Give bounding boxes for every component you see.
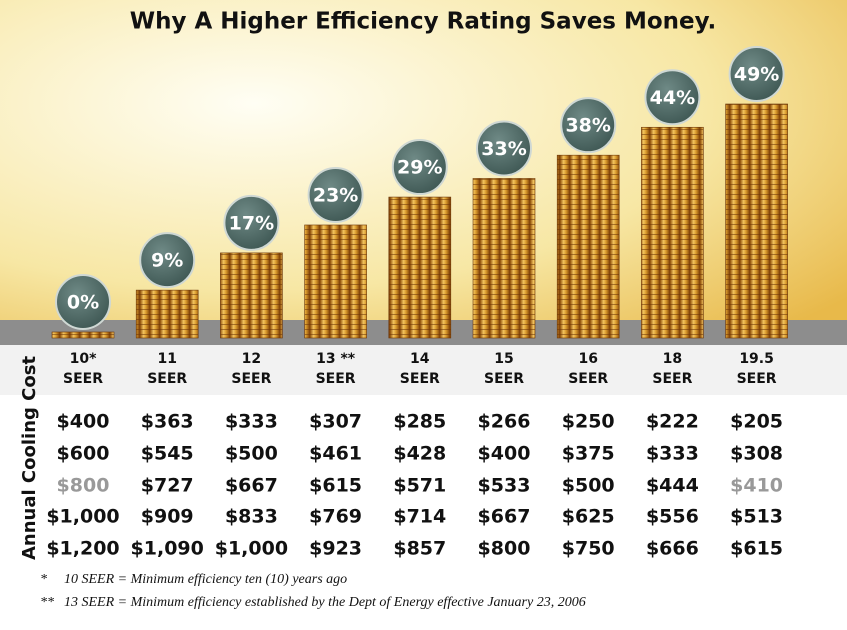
x-tick-label: 18 [663, 351, 682, 367]
table-cell: $857 [393, 538, 446, 560]
percent-badge [728, 46, 785, 102]
table-cell: $363 [141, 411, 194, 433]
table-cell: $500 [562, 475, 615, 497]
table-cell: $333 [225, 411, 278, 433]
coin-stack [556, 154, 620, 339]
percent-badge [307, 166, 364, 223]
coin-stack [220, 252, 283, 339]
table-cell: $667 [478, 506, 531, 528]
table-cell: $285 [393, 411, 446, 433]
table-cell: $800 [57, 475, 110, 497]
table-cell: $556 [646, 506, 699, 528]
x-tick-label: 19.5 [739, 351, 774, 367]
percent-badge [139, 232, 196, 289]
table-cell: $1,200 [46, 538, 119, 560]
coin-stack [51, 331, 115, 339]
table-cell: $615 [309, 475, 362, 497]
table-cell: $205 [730, 411, 783, 433]
x-tick-label: 14 [410, 351, 430, 367]
table-cell: $625 [562, 506, 615, 528]
value-label: 38% [565, 115, 610, 137]
table-cell: $461 [309, 443, 362, 465]
table-cell: $800 [478, 538, 531, 560]
table-cell: $500 [225, 443, 278, 465]
x-tick-label: 13 ** [316, 351, 356, 367]
coin-stack [641, 126, 704, 339]
table-cell: $600 [57, 443, 110, 465]
table-cell: $769 [309, 506, 362, 528]
table-cell: $444 [646, 475, 699, 497]
x-tick-unit: SEER [568, 371, 608, 387]
header-band [0, 345, 847, 395]
table-cell: $666 [646, 538, 699, 560]
coin-stack [135, 289, 199, 339]
value-label: 49% [734, 64, 779, 86]
table-cell: $750 [562, 538, 615, 560]
table-cell: $727 [141, 475, 194, 497]
value-label: 44% [650, 87, 695, 109]
table-cell: $308 [730, 443, 783, 465]
percent-badge [476, 120, 532, 177]
table-cell: $307 [309, 411, 362, 433]
footnote-text: 13 SEER = Minimum efficiency established… [64, 595, 586, 610]
chart-title: Why A Higher Efficiency Rating Saves Mon… [130, 9, 717, 35]
value-label: 23% [313, 184, 358, 206]
table-cell: $923 [309, 538, 362, 560]
x-tick-unit: SEER [400, 371, 440, 387]
table-cell: $333 [646, 443, 699, 465]
table-cell: $1,090 [131, 538, 204, 560]
x-tick-label: 12 [242, 351, 261, 367]
x-tick-unit: SEER [231, 371, 271, 387]
x-tick-label: 16 [578, 351, 597, 367]
x-tick-label: 15 [494, 351, 513, 367]
table-cell: $400 [57, 411, 110, 433]
table-cell: $1,000 [215, 538, 288, 560]
table-cell: $400 [478, 443, 531, 465]
coin-stack [472, 178, 536, 339]
coin-stack [725, 103, 788, 339]
table-cell: $545 [141, 443, 194, 465]
footnote-mark: ** [40, 595, 54, 610]
table-cell: $1,000 [46, 506, 119, 528]
x-tick-unit: SEER [63, 371, 103, 387]
table-cell: $714 [393, 506, 446, 528]
coin-stack [304, 224, 367, 339]
percent-badge [223, 194, 280, 251]
percent-badge [55, 274, 111, 330]
table-cell: $513 [730, 506, 783, 528]
value-label: 33% [481, 138, 526, 160]
footnote-text: 10 SEER = Minimum efficiency ten (10) ye… [64, 572, 347, 587]
value-label: 29% [397, 157, 442, 179]
footnote-mark: * [40, 572, 47, 587]
x-tick-unit: SEER [316, 371, 356, 387]
x-tick-unit: SEER [652, 371, 692, 387]
percent-badge [644, 69, 701, 126]
table-cell: $410 [730, 475, 783, 497]
x-tick-unit: SEER [484, 371, 524, 387]
value-label: 17% [229, 212, 274, 234]
table-cell: $428 [393, 443, 446, 465]
x-tick-label: 11 [157, 351, 176, 367]
value-label: 9% [151, 250, 183, 272]
table-cell: $222 [646, 411, 699, 433]
table-cell: $533 [478, 475, 531, 497]
percent-badge [391, 139, 448, 196]
row-header: Annual Cooling Cost [19, 356, 40, 560]
table-cell: $667 [225, 475, 278, 497]
percent-badge [560, 97, 617, 154]
table-cell: $266 [478, 411, 531, 433]
coin-stack [388, 196, 452, 339]
table-cell: $250 [562, 411, 615, 433]
table-cell: $375 [562, 443, 615, 465]
table-cell: $615 [730, 538, 783, 560]
value-label: 0% [67, 292, 99, 314]
x-tick-unit: SEER [737, 371, 777, 387]
table-cell: $833 [225, 506, 278, 528]
x-tick-unit: SEER [147, 371, 187, 387]
table-cell: $909 [141, 506, 194, 528]
table-cell: $571 [393, 475, 446, 497]
x-tick-label: 10* [70, 351, 97, 367]
